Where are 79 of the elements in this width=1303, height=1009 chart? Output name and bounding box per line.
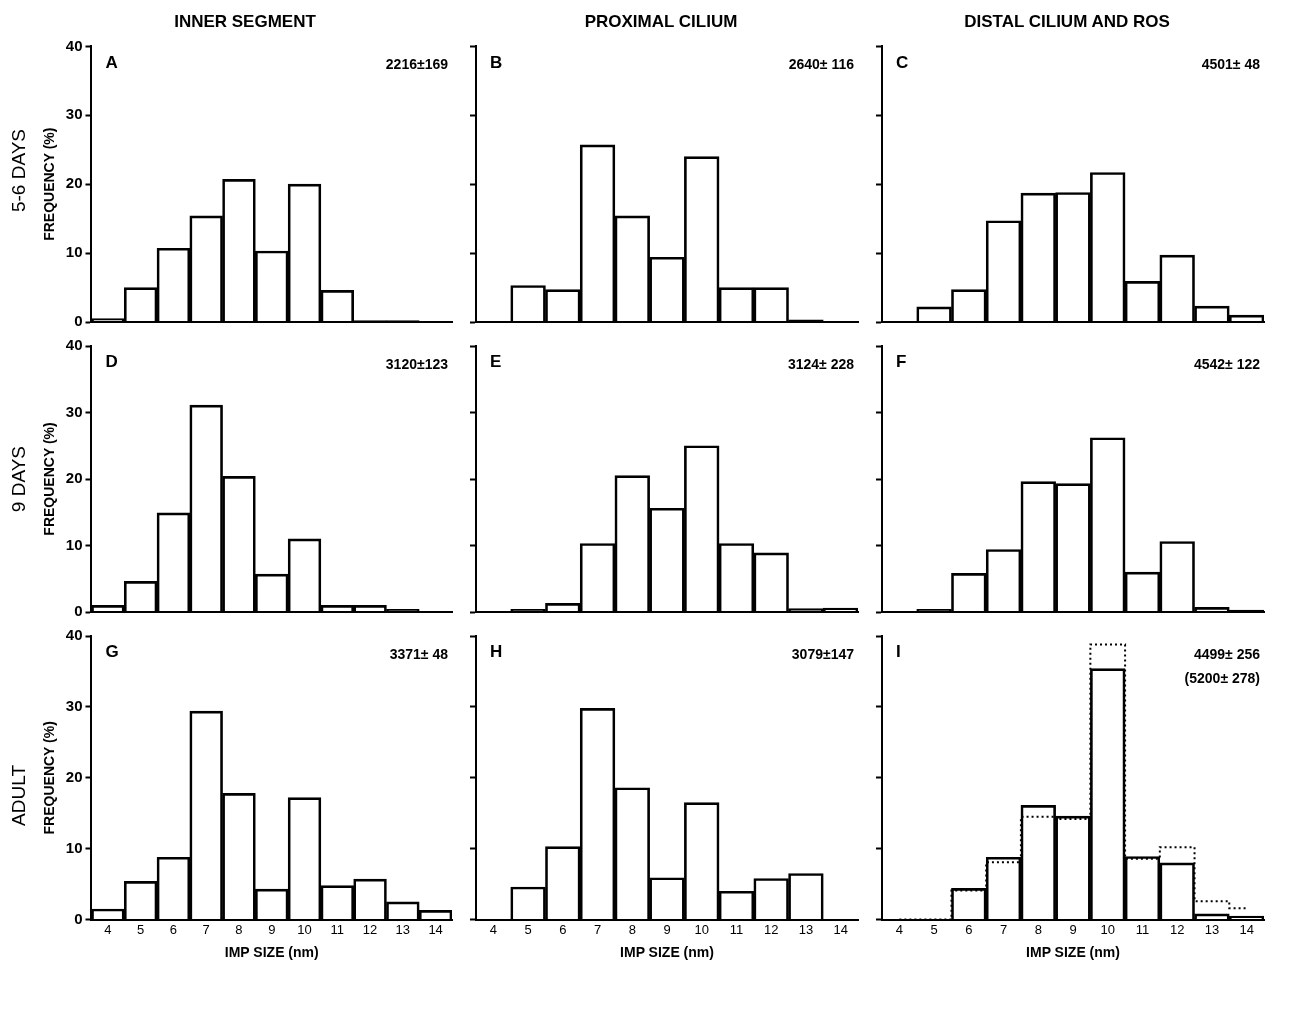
annotation: D bbox=[105, 352, 118, 372]
x-tick-label: 10 bbox=[297, 921, 312, 937]
annotation: C bbox=[896, 52, 909, 72]
y-tick-label: 20 bbox=[65, 767, 83, 785]
y-tick-label: 20 bbox=[65, 174, 83, 192]
x-tick-label: 12 bbox=[1169, 921, 1185, 937]
x-tick-label: 13 bbox=[395, 921, 411, 937]
x-tick-label: 13 bbox=[798, 921, 814, 937]
annotation: B bbox=[490, 52, 503, 72]
x-tick-label: 4 bbox=[104, 921, 112, 937]
chart-title: PROXIMAL CILIUM bbox=[584, 11, 738, 31]
annotation: 4499± 256 bbox=[1193, 645, 1261, 662]
annotation: 3124± 228 bbox=[787, 355, 855, 372]
x-axis-title: IMP SIZE (nm) bbox=[224, 944, 319, 961]
x-tick-label: 14 bbox=[833, 921, 848, 937]
x-tick-label: 9 bbox=[1069, 921, 1077, 937]
y-tick-label: 0 bbox=[74, 312, 83, 330]
x-tick-label: 13 bbox=[1204, 921, 1220, 937]
x-tick-label: 8 bbox=[235, 921, 243, 937]
x-tick-label: 12 bbox=[362, 921, 378, 937]
x-tick-label: 5 bbox=[930, 921, 938, 937]
annotation: E bbox=[490, 352, 502, 372]
annotation: G bbox=[105, 642, 119, 662]
text: 9 DAYS bbox=[8, 445, 30, 513]
text: ADULT bbox=[8, 764, 30, 826]
y-tick-label: 20 bbox=[65, 469, 83, 487]
annotation: 2640± 116 bbox=[788, 56, 855, 73]
y-tick-label: 10 bbox=[65, 243, 83, 261]
annotation: 4542± 122 bbox=[1193, 355, 1261, 372]
x-tick-label: 5 bbox=[524, 921, 532, 937]
x-axis-title: IMP SIZE (nm) bbox=[1026, 944, 1120, 961]
annotation: I bbox=[896, 642, 901, 662]
y-tick-label: 40 bbox=[65, 336, 83, 354]
x-axis-title: IMP SIZE (nm) bbox=[620, 944, 714, 961]
y-tick-label: 10 bbox=[65, 535, 83, 553]
y-axis-title: FREQUENCY (%) bbox=[41, 127, 58, 241]
x-tick-label: 11 bbox=[1135, 921, 1150, 937]
y-tick-label: 0 bbox=[74, 602, 83, 620]
x-tick-label: 9 bbox=[663, 921, 671, 937]
x-tick-label: 14 bbox=[428, 921, 443, 937]
annotation: 4501± 48 bbox=[1201, 56, 1261, 73]
text: 5-6 DAYS bbox=[8, 129, 30, 213]
annotation: F bbox=[896, 352, 907, 372]
y-tick-label: 40 bbox=[65, 626, 83, 644]
x-tick-label: 7 bbox=[999, 921, 1008, 937]
y-tick-label: 30 bbox=[65, 105, 83, 123]
annotation: 3371± 48 bbox=[389, 645, 449, 662]
x-tick-label: 4 bbox=[489, 921, 497, 937]
y-axis-title: FREQUENCY (%) bbox=[41, 422, 58, 536]
annotation: 3120±123 bbox=[385, 355, 449, 372]
x-tick-label: 7 bbox=[593, 921, 602, 937]
x-tick-label: 14 bbox=[1239, 921, 1254, 937]
chart-title: INNER SEGMENT bbox=[174, 11, 317, 31]
y-tick-label: 30 bbox=[65, 402, 83, 420]
x-tick-label: 6 bbox=[559, 921, 567, 937]
annotation: H bbox=[490, 642, 503, 662]
y-tick-label: 30 bbox=[65, 697, 83, 715]
annotation: A bbox=[105, 52, 118, 72]
x-tick-label: 5 bbox=[137, 921, 145, 937]
x-tick-label: 4 bbox=[895, 921, 903, 937]
y-tick-label: 0 bbox=[74, 909, 83, 927]
x-tick-label: 10 bbox=[694, 921, 709, 937]
x-tick-label: 6 bbox=[169, 921, 178, 937]
x-tick-label: 7 bbox=[202, 921, 210, 937]
y-axis-title: FREQUENCY (%) bbox=[41, 721, 58, 835]
x-tick-label: 10 bbox=[1100, 921, 1115, 937]
y-tick-label: 10 bbox=[65, 838, 83, 856]
x-tick-label: 8 bbox=[628, 921, 636, 937]
y-tick-label: 40 bbox=[65, 36, 83, 54]
annotation: 2216±169 bbox=[385, 56, 449, 73]
x-tick-label: 12 bbox=[763, 921, 779, 937]
x-tick-label: 8 bbox=[1034, 921, 1042, 937]
x-tick-label: 11 bbox=[729, 921, 744, 937]
x-tick-label: 6 bbox=[965, 921, 973, 937]
annotation: (5200± 278) bbox=[1184, 669, 1260, 686]
x-tick-label: 11 bbox=[330, 921, 345, 937]
chart-title: DISTAL CILIUM AND ROS bbox=[964, 11, 1170, 31]
annotation: 3079±147 bbox=[791, 645, 855, 662]
x-tick-label: 9 bbox=[268, 921, 276, 937]
